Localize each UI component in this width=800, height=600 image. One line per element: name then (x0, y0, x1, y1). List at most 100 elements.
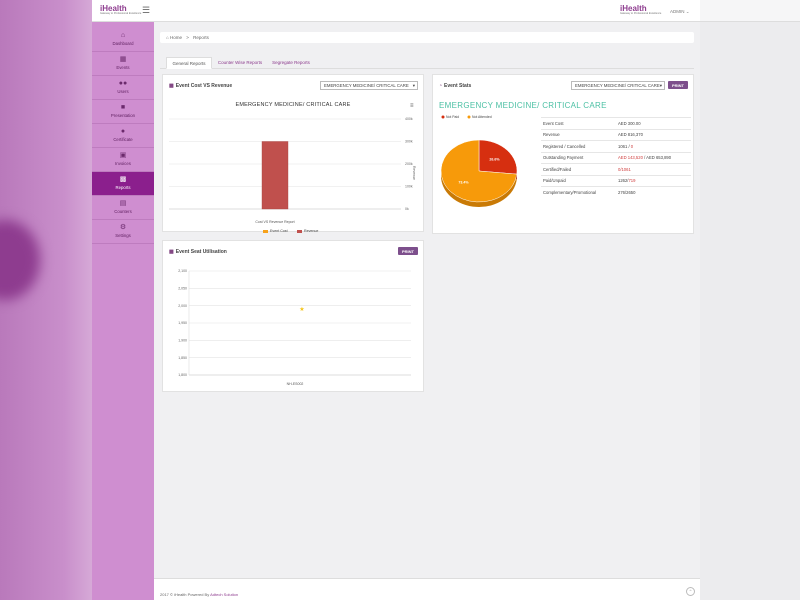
chart-title: EMERGENCY MEDICINE/ CRITICAL CARE (235, 102, 351, 108)
report-tabs: General Reports Counter Wise Reports Seg… (160, 57, 694, 69)
y-tick-label: 1,850 (178, 356, 187, 360)
sidebar-item-label: Certificate (113, 137, 133, 142)
stat-value: AED 143,520 / AED 653,890 (615, 151, 691, 164)
stat-label: Certified/Failed (541, 163, 616, 175)
table-row: Outstanding Payment AED 143,520 / AED 653… (541, 151, 691, 164)
tab-general-reports[interactable]: General Reports (166, 57, 212, 69)
panel-title: ◔ Event Stats (439, 83, 471, 89)
y-tick-label: 400k (405, 117, 413, 121)
scroll-top-icon[interactable]: ⌃ (686, 587, 695, 596)
breadcrumb-separator: > (186, 35, 189, 40)
x-category-label: NH-ES002 (287, 382, 304, 386)
table-row: Event Cost AED 300.00 (541, 117, 691, 129)
event-select-value: EMERGENCY MEDICINE/ CRITICAL CARE (575, 83, 660, 88)
presentation-icon: ■ (120, 104, 126, 111)
payment-pie-chart: Not Paid Not Attended 26.6% 73.4% (440, 115, 518, 207)
sidebar-item-reports[interactable]: ▩ Reports (92, 172, 154, 196)
sidebar-item-label: Settings (115, 233, 131, 238)
counter-icon: ▤ (119, 200, 127, 207)
print-button[interactable]: PRINT (668, 81, 688, 89)
caret-down-icon: ▾ (412, 83, 415, 88)
sidebar: ⌂ Dashboard ▦ Events ●● Users ■ Presenta… (92, 22, 154, 600)
stat-value: 276/2650 (615, 186, 691, 198)
y-tick-label: 0k (405, 207, 409, 211)
stat-value: AED 300.00 (615, 117, 691, 129)
sidebar-item-events[interactable]: ▦ Events (92, 52, 154, 76)
home-icon: ⌂ (166, 35, 169, 40)
stat-label: Outstanding Payment (541, 151, 616, 164)
footer-link[interactable]: Adtech Solution (210, 592, 239, 597)
seat-utilisation-panel: ▩ Event Seat Utilisation PRINT 2,100 2,050… (162, 240, 424, 392)
stats-heading: EMERGENCY MEDICINE/ CRITICAL CARE (439, 101, 607, 110)
stat-label: Event Cost (541, 117, 616, 129)
sidebar-item-invoices[interactable]: ▣ Invoices (92, 148, 154, 172)
footer: 2017 © iHealth Powered By Adtech Solutio… (154, 578, 700, 600)
event-select[interactable]: EMERGENCY MEDICINE/ CRITICAL CARE ▾ (571, 81, 665, 90)
blurred-background-left (0, 0, 92, 600)
y-tick-label: 2,000 (178, 304, 187, 308)
certificate-icon: ● (120, 128, 126, 135)
print-button[interactable]: PRINT (398, 247, 418, 255)
footer-text: 2017 © iHealth Powered By Adtech Solutio… (160, 592, 238, 597)
legend-label: Event Cost (270, 229, 288, 233)
x-category-label: Cost VS Revenue Report (255, 220, 294, 224)
event-stats-panel: ◔ Event Stats EMERGENCY MEDICINE/ CRITICA… (432, 74, 694, 234)
tab-counter-wise-reports[interactable]: Counter Wise Reports (217, 60, 263, 65)
stat-label: Complementary/Promotional (541, 186, 616, 198)
sidebar-item-dashboard[interactable]: ⌂ Dashboard (92, 28, 154, 52)
app-logo-text: iHealth (100, 4, 127, 13)
sidebar-item-settings[interactable]: ⚙ Settings (92, 220, 154, 244)
table-row: Revenue AED 816,370 (541, 128, 691, 141)
y-tick-label: 1,800 (178, 373, 187, 377)
stat-value-highlight: 719 (628, 178, 636, 184)
hamburger-menu-icon[interactable]: ☰ (142, 5, 151, 15)
pie-slice-not-paid (478, 139, 518, 175)
stat-value: 1262/719 (615, 174, 691, 187)
sidebar-item-counters[interactable]: ▤ Counters (92, 196, 154, 220)
sidebar-item-certificate[interactable]: ● Certificate (92, 124, 154, 148)
sidebar-item-users[interactable]: ●● Users (92, 76, 154, 100)
invoice-icon: ▣ (119, 152, 127, 159)
bar-chart-icon: ▩ (169, 83, 174, 89)
legend-event-cost[interactable]: Event Cost (263, 229, 288, 233)
background-strip (700, 0, 800, 22)
stat-value-highlight: 0/1061 (617, 166, 631, 172)
user-menu[interactable]: ADMIN ⌄ (670, 9, 690, 15)
sidebar-item-label: Users (117, 89, 129, 94)
stat-label: Paid/Unpaid (541, 174, 616, 187)
legend-swatch (263, 229, 268, 233)
legend-revenue[interactable]: Revenue (297, 229, 318, 233)
y-tick-label: 2,050 (178, 287, 187, 291)
panel-title: ▩ Event Seat Utilisation (169, 249, 227, 255)
header-logo: iHealth Gateway to Professional Excellen… (620, 4, 661, 15)
table-row: Complementary/Promotional 276/2650 (541, 186, 691, 198)
calendar-icon: ▦ (119, 56, 127, 63)
stat-label: Revenue (541, 128, 616, 141)
gear-icon: ⚙ (119, 224, 127, 231)
sidebar-item-label: Dashboard (112, 41, 134, 46)
event-select[interactable]: EMERGENCY MEDICINE/ CRITICAL CARE ▾ (320, 81, 418, 90)
data-point-star: ★ (299, 306, 304, 313)
legend-label: Revenue (304, 229, 319, 233)
blurred-background-right (700, 0, 800, 600)
app-logo[interactable]: iHealth Gateway to Professional Excellen… (100, 4, 141, 15)
chart-menu-icon[interactable]: ≡ (410, 103, 414, 109)
event-select-value: EMERGENCY MEDICINE/ CRITICAL CARE (324, 83, 409, 88)
breadcrumb-home[interactable]: Home (169, 35, 182, 40)
caret-down-icon: ▾ (659, 83, 662, 88)
background-blob (0, 220, 40, 300)
header-logo-text: iHealth (620, 4, 647, 13)
stat-value-highlight: AED 143,520 (617, 155, 643, 161)
app-logo-tagline: Gateway to Professional Excellence (100, 12, 142, 15)
panel-title: ▩ Event Cost VS Revenue (169, 83, 232, 89)
legend-label: Not Attended (472, 115, 492, 119)
tab-segregate-reports[interactable]: Segregate Reports (272, 60, 310, 65)
event-cost-panel: ▩ Event Cost VS Revenue EMERGENCY MEDICIN… (162, 74, 424, 233)
sidebar-item-presentation[interactable]: ■ Presentation (92, 100, 154, 124)
pie-chart-icon: ◔ (439, 83, 443, 89)
sidebar-item-label: Events (116, 65, 130, 70)
stat-value-text: AED 300.00 (617, 120, 641, 126)
pie-slice-not-attended (440, 139, 518, 203)
stat-value-text: AED 816,370 (617, 132, 643, 138)
sidebar-item-label: Invoices (115, 161, 131, 166)
